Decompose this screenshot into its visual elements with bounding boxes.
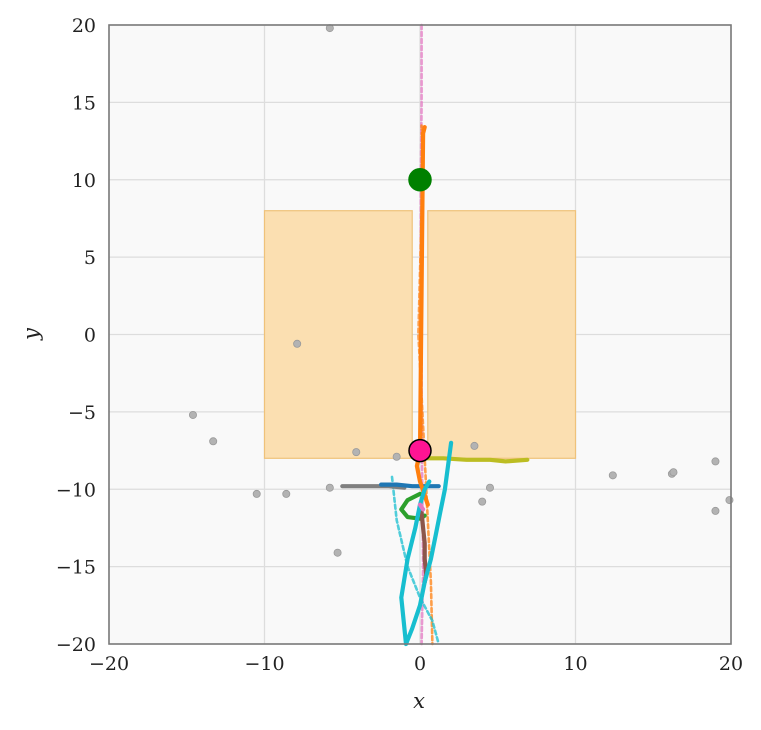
obstacle-points	[188, 24, 734, 557]
y-axis-label: y	[19, 327, 43, 341]
y-tick-label: 5	[84, 247, 96, 269]
obstacle-point	[711, 506, 720, 515]
x-tick-label: 10	[563, 653, 587, 675]
obstacle-point	[669, 468, 678, 477]
obstacle-point	[392, 452, 401, 461]
region-rect	[263, 210, 413, 459]
obstacle-point	[485, 483, 494, 492]
y-tick-label: 10	[72, 170, 96, 192]
obstacle-point	[293, 339, 302, 348]
trajectory-line	[421, 456, 530, 464]
y-tick-label: 15	[72, 92, 96, 114]
obstacle-point	[711, 457, 720, 466]
obstacle-point	[325, 483, 334, 492]
x-tick-label: 0	[414, 653, 426, 675]
trajectory-line	[390, 475, 440, 646]
y-tick-label: −15	[56, 557, 96, 579]
trajectory-line	[417, 502, 426, 512]
plot-frame	[108, 24, 732, 645]
obstacle-point	[725, 496, 734, 505]
obstacle-point	[352, 448, 361, 457]
obstacle-point	[478, 497, 487, 506]
region-rect	[427, 210, 577, 459]
x-tick-label: −10	[244, 653, 284, 675]
y-tick-label: −5	[68, 402, 96, 424]
obstacle-point	[209, 437, 218, 446]
markers	[408, 168, 432, 463]
obstacle-point	[333, 548, 342, 557]
regions	[263, 210, 577, 459]
goal-marker	[408, 438, 432, 463]
obstacle-point	[252, 489, 261, 498]
y-tick-label: −20	[56, 634, 96, 656]
obstacle-point	[188, 410, 197, 419]
tick-labels: −20 −10 0 10 20 −20 −15 −10 −5 0 5 10 15 20	[56, 15, 743, 675]
x-tick-label: 20	[719, 653, 743, 675]
trajectory-line	[399, 440, 454, 647]
y-tick-label: 0	[84, 325, 96, 347]
y-tick-label: −10	[56, 479, 96, 501]
obstacle-point	[282, 489, 291, 498]
goal-marker	[408, 168, 432, 192]
obstacle-point	[470, 441, 479, 450]
y-tick-label: 20	[72, 15, 96, 37]
trajectory-line	[379, 482, 441, 489]
obstacle-point	[608, 471, 617, 480]
x-tick-label: −20	[89, 653, 129, 675]
x-axis-label: x	[413, 689, 425, 713]
